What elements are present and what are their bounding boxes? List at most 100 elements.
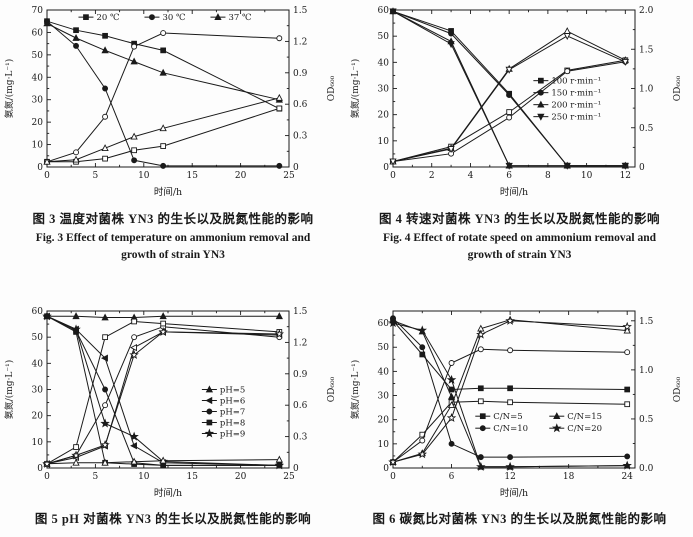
- svg-text:0: 0: [390, 472, 396, 482]
- svg-text:1.5: 1.5: [639, 45, 654, 55]
- svg-text:0.5: 0.5: [639, 415, 654, 425]
- svg-text:60: 60: [32, 307, 44, 317]
- series: [44, 18, 283, 169]
- series: [42, 311, 285, 470]
- svg-text:250 r·min⁻¹: 250 r·min⁻¹: [551, 113, 601, 123]
- svg-text:40: 40: [32, 73, 44, 83]
- series: [388, 318, 632, 471]
- figure-4-caption-en-line1: Fig. 4 Effect of rotate speed on ammoniu…: [383, 232, 656, 244]
- figure-chart-svg-2: 0 5 10 15 20 25010203040506000.30.60.91.21.5氨…: [3, 307, 337, 499]
- axes: 0 6 12 18 24 0 10 20 30 40 50 60 0.0 0.5 1.0 1.5 氨氮/(mg·…: [349, 310, 683, 499]
- series: [42, 326, 285, 468]
- y-axis-left-label: 氨氮/(mg·L⁻¹): [349, 360, 361, 420]
- svg-text:50: 50: [378, 343, 390, 353]
- series: [388, 315, 632, 467]
- svg-text:0: 0: [383, 464, 389, 474]
- svg-text:12: 12: [504, 472, 515, 482]
- svg-text:C/N=10: C/N=10: [493, 424, 528, 434]
- svg-text:4: 4: [468, 171, 474, 181]
- svg-text:50: 50: [32, 333, 44, 343]
- legend: pH=5pH=6pH=7pH=8pH=9: [201, 385, 245, 440]
- svg-text:0.9: 0.9: [293, 370, 308, 380]
- svg-text:20: 20: [378, 111, 390, 121]
- figure-chart-svg-0: 0 5 10 15 20 2501020304050607000.30.60.91.21.…: [3, 6, 337, 198]
- svg-text:6: 6: [449, 472, 455, 482]
- figure-3-chart: 0 5 10 15 20 25 0 10 20 30 40 50 60 70 0 0.3 0.6 0.9 1.2 1.…: [0, 0, 346, 200]
- figure-chart-svg-1: 0 2 4 6 8 10 12 0 10 20 30 40 50 60 0 0.5 1.0 1.5 2.0 氨氮/(m…: [349, 6, 683, 198]
- svg-text:10: 10: [32, 438, 44, 448]
- figure-4-chart: 0 2 4 6 8 10 12 0 10 20 30 40 50 60 0 0.5 1.0 1.5 2.0 氨氮/(m…: [346, 0, 692, 200]
- x-axis-label: 时间/h: [154, 186, 182, 198]
- svg-text:0: 0: [383, 163, 389, 173]
- svg-text:0.0: 0.0: [639, 464, 654, 474]
- series: [389, 8, 629, 170]
- svg-text:60: 60: [32, 28, 44, 38]
- svg-text:10: 10: [138, 472, 150, 482]
- svg-text:6: 6: [506, 171, 512, 181]
- x-axis-label: 时间/h: [154, 487, 182, 499]
- svg-text:18: 18: [563, 472, 575, 482]
- svg-text:10: 10: [378, 137, 390, 147]
- svg-text:20: 20: [235, 472, 247, 482]
- svg-text:20: 20: [32, 118, 44, 128]
- svg-text:pH=7: pH=7: [220, 408, 245, 418]
- svg-text:200 r·min⁻¹: 200 r·min⁻¹: [551, 101, 601, 111]
- y-axis-right-label: OD₆₀₀: [327, 75, 337, 101]
- svg-text:20: 20: [32, 412, 44, 422]
- figure-4-caption-cn: 图 4 转速对菌株 YN3 的生长以及脱氮性能的影响: [378, 212, 661, 226]
- svg-text:0: 0: [293, 464, 299, 474]
- figure-6-caption-cn: 图 6 碳氮比对菌株 YN3 的生长以及脱氮性能的影响: [372, 512, 667, 526]
- svg-text:40: 40: [378, 58, 390, 68]
- x-axis-label: 时间/h: [500, 186, 528, 198]
- svg-text:0: 0: [44, 472, 50, 482]
- svg-text:12: 12: [620, 171, 631, 181]
- svg-text:60: 60: [378, 6, 390, 16]
- figure-5-chart: 0 5 10 15 20 25 0 10 20 30 40 50 60 0 0.3 0.6 0.9 1.2 1.5 氨…: [0, 301, 346, 501]
- svg-text:1.2: 1.2: [293, 37, 307, 47]
- svg-text:30: 30: [378, 392, 390, 402]
- svg-text:150 r·min⁻¹: 150 r·min⁻¹: [551, 89, 601, 99]
- svg-text:60: 60: [378, 319, 390, 329]
- y-axis-right-label: OD₆₀₀: [327, 376, 337, 402]
- y-axis-right-label: OD₆₀₀: [673, 75, 683, 101]
- svg-text:1.5: 1.5: [293, 6, 308, 16]
- y-axis-left-label: 氨氮/(mg·L⁻¹): [3, 360, 15, 420]
- y-axis-left-label: 氨氮/(mg·L⁻¹): [349, 59, 361, 119]
- svg-text:2.0: 2.0: [639, 6, 654, 16]
- svg-text:0.3: 0.3: [293, 433, 308, 443]
- svg-text:pH=5: pH=5: [220, 386, 245, 396]
- svg-text:1.0: 1.0: [639, 85, 654, 95]
- svg-text:8: 8: [545, 171, 551, 181]
- svg-text:0: 0: [37, 464, 43, 474]
- y-axis-left-label: 氨氮/(mg·L⁻¹): [3, 59, 15, 119]
- svg-text:0: 0: [37, 163, 43, 173]
- svg-text:25: 25: [283, 472, 295, 482]
- svg-text:25: 25: [283, 171, 295, 181]
- svg-text:pH=6: pH=6: [220, 397, 245, 407]
- series: [44, 323, 283, 467]
- svg-text:1.0: 1.0: [639, 366, 654, 376]
- svg-text:0.5: 0.5: [639, 124, 654, 134]
- series: [390, 317, 631, 393]
- svg-text:0.6: 0.6: [293, 401, 308, 411]
- series: [389, 33, 629, 166]
- svg-text:pH=9: pH=9: [220, 430, 245, 440]
- svg-text:0: 0: [639, 163, 645, 173]
- svg-text:2: 2: [429, 171, 435, 181]
- svg-text:15: 15: [186, 472, 198, 482]
- figure-chart-svg-3: 0 6 12 18 24 0 10 20 30 40 50 60 0.0 0.5 1.0 1.5 氨氮/(mg·…: [349, 310, 683, 499]
- series: [42, 312, 283, 470]
- figure-5-panel: 0 5 10 15 20 25 0 10 20 30 40 50 60 0 0.3 0.6 0.9 1.2 1.5 氨…: [0, 268, 346, 537]
- svg-text:0: 0: [44, 171, 50, 181]
- svg-text:50: 50: [32, 51, 44, 61]
- series: [44, 105, 283, 165]
- svg-text:C/N=20: C/N=20: [567, 424, 602, 434]
- svg-text:0.3: 0.3: [293, 132, 308, 142]
- svg-text:10: 10: [32, 141, 44, 151]
- svg-text:15: 15: [186, 171, 198, 181]
- figure-3-caption-cn: 图 3 温度对菌株 YN3 的生长以及脱氮性能的影响: [32, 212, 314, 226]
- series: [390, 57, 629, 165]
- svg-text:5: 5: [93, 171, 99, 181]
- figure-6-panel: 0 6 12 18 24 0 10 20 30 40 50 60 0.0 0.5 1.0 1.5 氨氮/(mg·…: [346, 268, 693, 537]
